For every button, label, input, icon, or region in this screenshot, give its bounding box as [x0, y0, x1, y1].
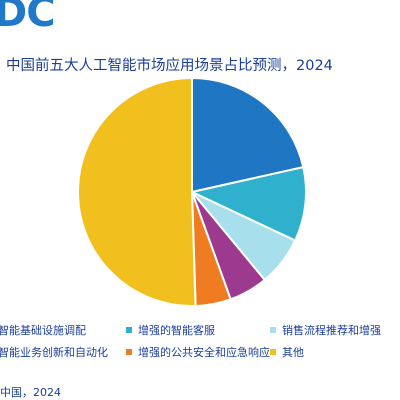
pie-slice-1: [188, 165, 307, 242]
legend-item-sales: 销售流程推荐和增强: [270, 322, 381, 338]
legend-item-other: 其他: [270, 344, 304, 360]
legend-label: 智能基础设施调配: [0, 324, 86, 337]
legend-item-business-innovation: 智能业务创新和自动化: [0, 344, 108, 360]
legend-label: 销售流程推荐和增强: [282, 324, 381, 337]
source-note: 中国，2024: [0, 386, 61, 399]
legend-swatch: [270, 327, 276, 333]
legend-swatch: [126, 327, 132, 333]
legend-label: 增强的公共安全和应急响应: [138, 346, 270, 359]
pie-slice-0: [191, 76, 305, 194]
legend-item-infrastructure: 智能基础设施调配: [0, 322, 86, 338]
legend-swatch: [270, 349, 276, 355]
legend-swatch: [126, 349, 132, 355]
legend-label: 其他: [282, 346, 304, 359]
pie-slice-5: [77, 76, 197, 307]
company-logo: DC: [0, 0, 56, 36]
legend-item-public-safety: 增强的公共安全和应急响应: [126, 344, 270, 360]
chart-title: 中国前五大人工智能市场应用场景占比预测，2024: [6, 58, 333, 74]
legend-item-customer-service: 增强的智能客服: [126, 322, 215, 338]
legend-label: 增强的智能客服: [138, 324, 215, 337]
legend-label: 智能业务创新和自动化: [0, 346, 108, 359]
chart-legend: 智能基础设施调配 增强的智能客服 销售流程推荐和增强 智能业务创新和自动化 增强…: [0, 318, 400, 366]
